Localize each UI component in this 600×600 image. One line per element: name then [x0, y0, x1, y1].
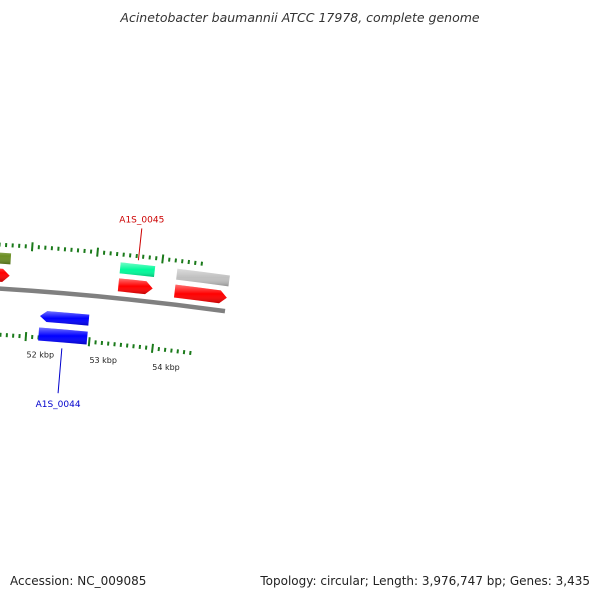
- map-title: Acinetobacter baumannii ATCC 17978, comp…: [120, 10, 480, 25]
- gene-A1S_0045[interactable]: A1S_0045: [117, 215, 165, 295]
- cog-box-shade: [176, 268, 230, 287]
- scale-tick: [161, 254, 165, 264]
- accession-text: Accession: NC_009085: [10, 574, 147, 588]
- cds-arrow-shade: [173, 284, 227, 304]
- genome-summary-text: Topology: circular; Length: 3,976,747 bp…: [260, 574, 590, 588]
- cds-arrow-shade: [0, 268, 10, 282]
- scale-tick: [150, 343, 154, 353]
- gene-label: A1S_0044: [36, 400, 81, 410]
- cog-box-shade: [0, 252, 12, 265]
- scale-tick: [189, 350, 192, 356]
- cog-box-shade: [38, 327, 88, 345]
- gene-label: A1S_0045: [119, 215, 164, 225]
- scale-label: 54 kbp: [152, 363, 180, 372]
- scale-tick: [87, 337, 91, 347]
- outer-tick-row: [0, 242, 204, 266]
- scale-tick: [200, 261, 204, 266]
- cds-arrow-shade: [117, 278, 153, 295]
- cog-box-shade: [119, 262, 156, 278]
- scale-label: 53 kbp: [89, 356, 117, 365]
- gene-A1S_0044[interactable]: A1S_0044: [36, 311, 90, 410]
- genome-backbone: [0, 286, 226, 314]
- scale-tick: [24, 331, 28, 342]
- scale-label: 52 kbp: [27, 351, 55, 360]
- cds-arrow-shade: [39, 311, 90, 326]
- gene-unlabeled-7[interactable]: [173, 268, 230, 304]
- gene-layer: A1S_0040A1S_0041A1S_0042A1S_0043A1S_0044…: [0, 201, 230, 410]
- scale-tick: [30, 242, 34, 252]
- label-leader-line: [137, 228, 143, 261]
- gene-A1S_0043[interactable]: A1S_0043: [0, 201, 12, 282]
- label-leader-line: [57, 348, 63, 394]
- scale-tick: [96, 247, 100, 257]
- label-layer: 46 kbp47 kbp48 kbp49 kbp50 kbp51 kbp52 k…: [27, 351, 180, 372]
